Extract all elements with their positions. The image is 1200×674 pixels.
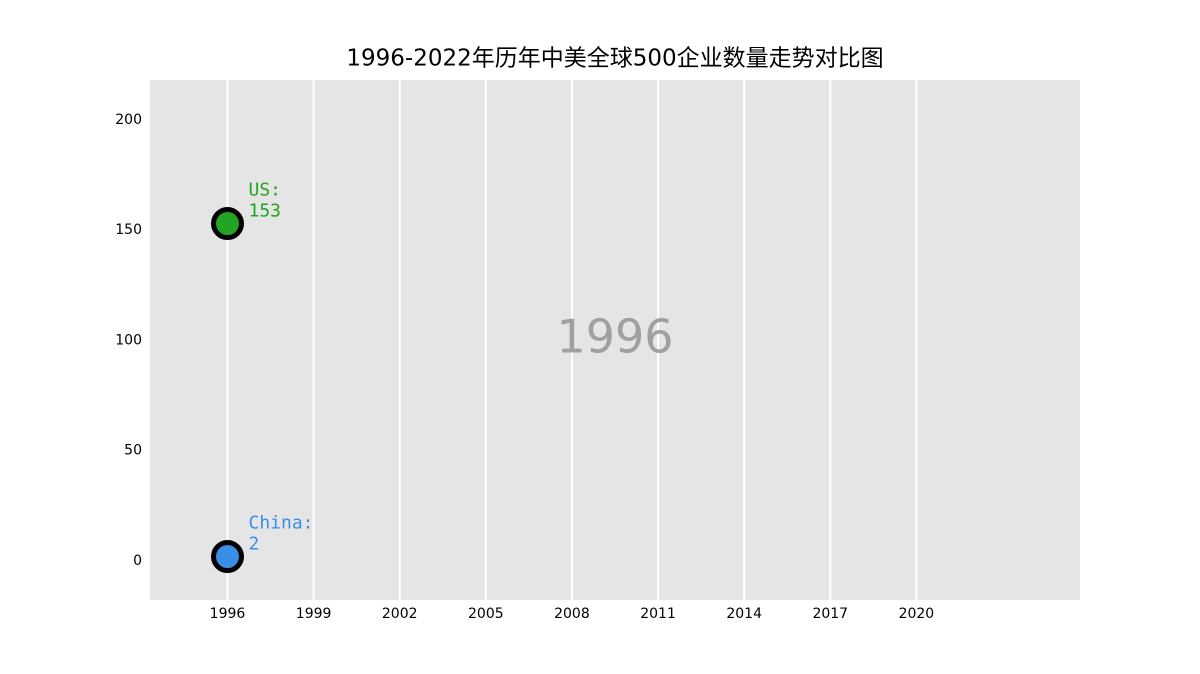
point-name: US:	[249, 180, 282, 201]
x-tick-label: 2020	[899, 606, 935, 622]
x-tick-label: 2017	[812, 606, 848, 622]
y-tick-label: 150	[115, 222, 142, 238]
chart-title: 1996-2022年历年中美全球500企业数量走势对比图	[346, 46, 883, 72]
point-value: 2	[249, 534, 260, 555]
marker	[211, 540, 244, 574]
x-tick-label: 1996	[210, 606, 246, 622]
y-tick-label: 200	[115, 112, 142, 128]
x-tick-label: 2014	[726, 606, 762, 622]
x-tick-label: 2008	[554, 606, 590, 622]
marker	[211, 207, 244, 241]
point-name: China:	[249, 513, 314, 534]
x-tick-label: 2005	[468, 606, 504, 622]
y-tick-label: 100	[115, 332, 142, 348]
x-tick-label: 2002	[382, 606, 418, 622]
y-tick-label: 0	[133, 553, 142, 569]
y-tick-label: 50	[124, 443, 142, 459]
year-watermark: 1996	[556, 310, 673, 364]
point-value: 153	[249, 201, 282, 222]
x-tick-label: 1999	[296, 606, 332, 622]
plot-area	[150, 80, 1080, 600]
x-tick-label: 2011	[640, 606, 676, 622]
